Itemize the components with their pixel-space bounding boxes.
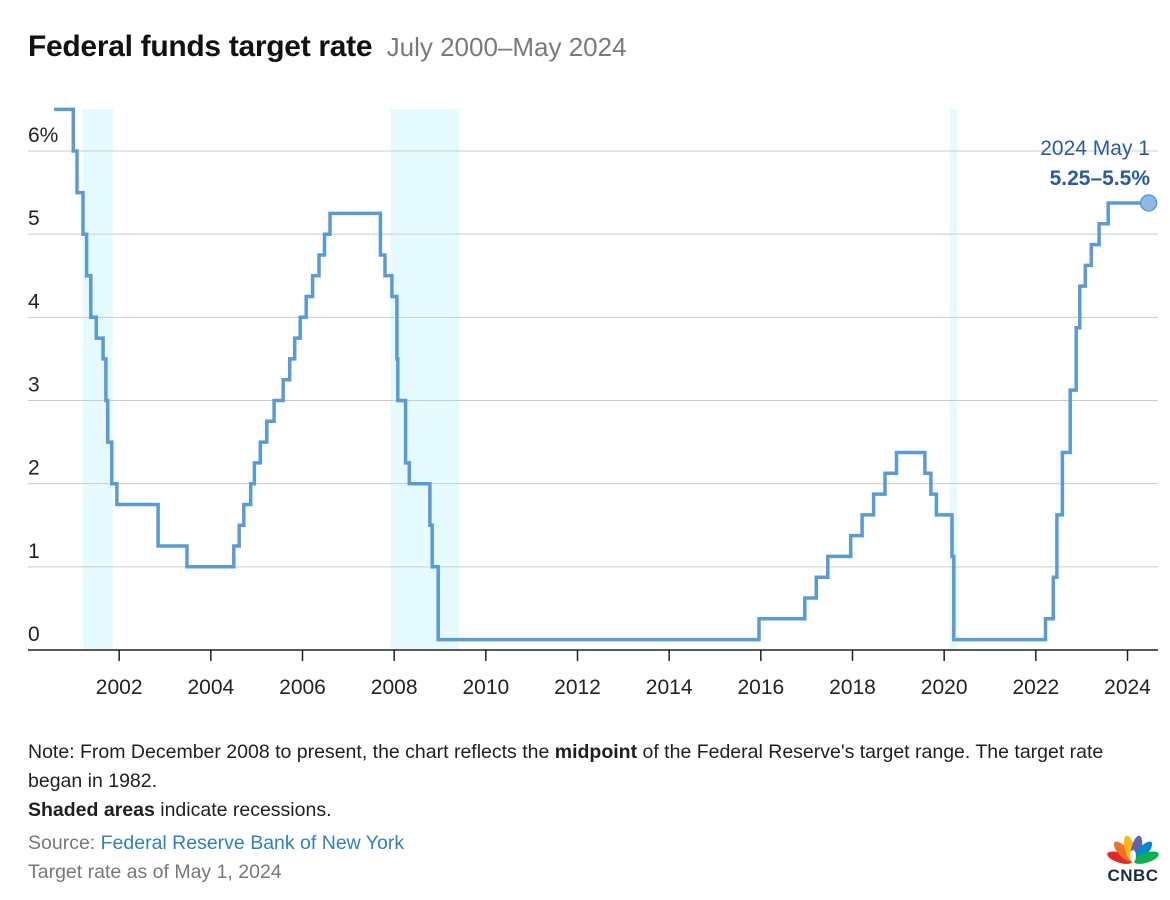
logo-text: CNBC (1107, 866, 1159, 885)
shaded-note-bold: Shaded areas (28, 799, 155, 821)
x-tick-label: 2010 (462, 676, 509, 699)
recession-bands (82, 109, 958, 650)
chart-subtitle: July 2000–May 2024 (386, 32, 627, 62)
x-tick-label: 2006 (279, 676, 326, 699)
chart-svg: 0 1 2 3 4 5 6% 2002 2004 2006 2008 2010 2012 2014 201… (28, 107, 1158, 699)
x-tick-label: 2020 (921, 676, 968, 699)
peacock-icon (1107, 835, 1159, 864)
x-tick-label: 2014 (646, 676, 693, 699)
source-label: Source: (28, 832, 101, 854)
as-of-date: Target rate as of May 1, 2024 (28, 861, 282, 883)
x-axis-labels: 2002 2004 2006 2008 2010 2012 2014 2016 2018 2020… (96, 650, 1151, 699)
series-layer (54, 107, 1158, 642)
rate-line (54, 107, 1143, 642)
cnbc-logo: CNBC (1104, 830, 1162, 886)
y-axis-labels: 0 1 2 3 4 5 6% (28, 124, 58, 646)
grid-lines (28, 150, 1158, 651)
shaded-note-text: indicate recessions. (154, 799, 332, 821)
x-tick-label: 2016 (737, 676, 784, 699)
y-tick-label: 5 (28, 207, 40, 230)
x-tick-label: 2002 (96, 676, 143, 699)
note-bold-midpoint: midpoint (554, 741, 638, 763)
chart-title-block: Federal funds target rate July 2000–May … (28, 30, 627, 64)
y-tick-label: 3 (28, 374, 40, 397)
source-line: Source: Federal Reserve Bank of New York (28, 829, 404, 858)
x-tick-label: 2022 (1012, 676, 1059, 699)
annotation-value: 5.25–5.5% (1050, 167, 1151, 190)
x-tick-label: 2012 (554, 676, 601, 699)
y-tick-label: 2 (28, 457, 40, 480)
end-point-marker (1139, 194, 1158, 212)
y-tick-label: 0 (28, 623, 40, 646)
x-tick-label: 2024 (1104, 676, 1151, 699)
y-tick-label: 6% (28, 124, 58, 147)
annotation-date: 2024 May 1 (1040, 137, 1150, 160)
x-tick-label: 2008 (371, 676, 418, 699)
note-text-end: of the Federal Reserve's target range. T… (28, 741, 1104, 792)
source-link[interactable]: Federal Reserve Bank of New York (100, 832, 405, 854)
recession-band (949, 109, 958, 650)
note-text: Note: From December 2008 to present, the… (28, 741, 555, 763)
x-tick-label: 2018 (829, 676, 876, 699)
recession-band (390, 109, 460, 650)
end-annotation: 2024 May 1 5.25–5.5% (1040, 137, 1150, 190)
y-tick-label: 4 (28, 290, 40, 313)
chart-title: Federal funds target rate (28, 30, 373, 63)
y-tick-label: 1 (28, 540, 40, 563)
x-tick-label: 2004 (187, 676, 234, 699)
recession-band (82, 109, 114, 650)
chart-notes: Note: From December 2008 to present, the… (28, 738, 1108, 825)
